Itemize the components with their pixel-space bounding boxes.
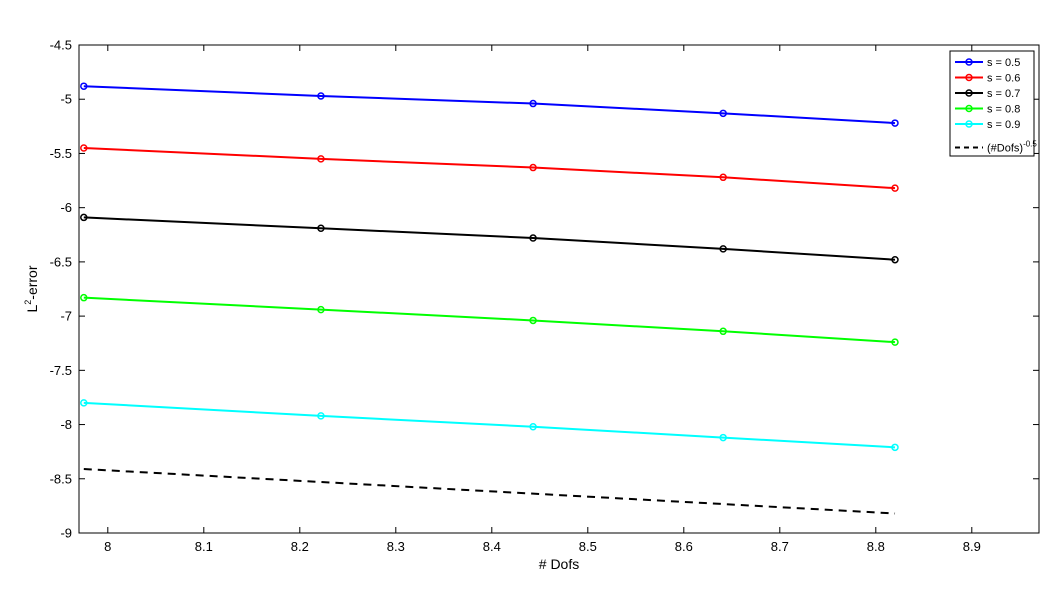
data-point [80, 213, 88, 222]
legend-reference-sup: -0.5 [1023, 140, 1037, 149]
data-point [80, 293, 88, 302]
x-tick-label: 8.2 [291, 539, 309, 554]
y-tick-label: -6 [60, 200, 72, 215]
y-tick-label: -7 [60, 309, 72, 324]
legend-label-reference: (#Dofs)-0.5 [987, 140, 1037, 155]
plot-area [80, 82, 899, 515]
series-line [83, 216, 896, 261]
data-point [719, 327, 727, 336]
data-point [719, 433, 727, 442]
series-line [83, 296, 896, 344]
legend-marker [965, 104, 973, 113]
data-point [719, 245, 727, 253]
series-line [83, 147, 896, 190]
legend-marker [965, 73, 973, 82]
x-tick-label: 8.4 [483, 539, 501, 554]
data-point [529, 316, 537, 325]
data-point [529, 163, 537, 172]
y-axis-title: L2-error [23, 265, 40, 312]
data-point [891, 338, 899, 346]
legend-label: s = 0.6 [987, 73, 1020, 85]
x-tick-label: 8 [104, 539, 111, 554]
data-point [80, 399, 88, 407]
y-tick-label: -4.5 [50, 38, 72, 53]
legend-box [949, 50, 1035, 157]
data-point [719, 109, 727, 118]
x-tick-label: 8.8 [867, 539, 885, 554]
series-line [83, 85, 896, 125]
data-point [529, 234, 537, 242]
legend: s = 0.5 s = 0.6 s = 0.7 s = 0.8 s = 0.9 (#Dof… [949, 50, 1037, 157]
x-tick-label: 8.7 [771, 539, 789, 554]
data-point [80, 144, 88, 152]
legend-marker [965, 120, 973, 128]
data-point [80, 82, 88, 90]
legend-label: s = 0.9 [987, 119, 1020, 131]
data-point [719, 173, 727, 182]
legend-marker [965, 89, 973, 97]
x-tick-label: 8.3 [387, 539, 405, 554]
y-tick-label: -5 [60, 92, 72, 107]
x-tick-label: 8.6 [675, 539, 693, 554]
y-axis-title-suffix: -error [24, 265, 40, 300]
y-axis-title-base: L [24, 305, 40, 313]
x-tick-label: 8.5 [579, 539, 597, 554]
series-line [83, 401, 896, 449]
data-point [317, 155, 325, 163]
data-point [317, 412, 325, 420]
legend-reference-base: (#Dofs) [987, 143, 1023, 155]
legend-label: s = 0.5 [987, 57, 1020, 69]
reference-line [83, 468, 896, 515]
axis-box [78, 44, 1040, 534]
y-tick-label: -9 [60, 526, 72, 541]
x-tick-label: 8.1 [195, 539, 213, 554]
data-point [317, 305, 325, 314]
y-tick-label: -7.5 [50, 363, 72, 378]
legend-label: s = 0.7 [987, 88, 1020, 100]
legend-label: s = 0.8 [987, 104, 1020, 116]
data-point [891, 184, 899, 192]
axis-titles: # Dofs L2-error [23, 265, 579, 572]
x-tick-label: 8.9 [963, 539, 981, 554]
x-axis-title: # Dofs [539, 556, 579, 572]
axes: 8 8.1 8.2 8.3 8.4 8.5 8.6 8.7 8.8 8.9 -4.5 -5 -5.5 -6… [50, 38, 1040, 554]
data-point [317, 224, 325, 233]
data-point [529, 422, 537, 431]
y-axis-title-sup: 2 [23, 300, 33, 305]
data-point [891, 255, 899, 264]
data-point [891, 443, 899, 452]
data-point [891, 119, 899, 127]
y-tick-label: -6.5 [50, 254, 72, 269]
data-point [317, 92, 325, 100]
y-tick-label: -8 [60, 417, 72, 432]
data-point [529, 99, 537, 108]
legend-marker [965, 58, 973, 66]
y-tick-label: -5.5 [50, 146, 72, 161]
y-tick-label: -8.5 [50, 471, 72, 486]
